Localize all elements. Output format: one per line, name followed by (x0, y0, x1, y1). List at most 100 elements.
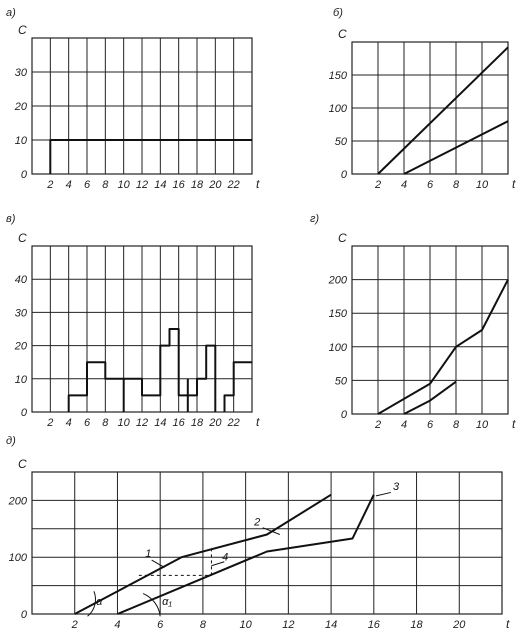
panel-label: г) (310, 213, 319, 225)
x-tick-label: 4 (66, 417, 72, 429)
x-tick-label: 10 (118, 417, 131, 429)
annotation-alpha: α (96, 596, 103, 608)
y-tick-label: 0 (341, 169, 348, 181)
plot-frame (31, 37, 253, 175)
x-tick-label: 20 (208, 417, 222, 429)
x-tick-label: 10 (118, 179, 131, 191)
x-tick-label: 14 (154, 417, 166, 429)
plot-frame (351, 245, 509, 415)
angle-arc-alpha (87, 591, 96, 617)
leader-3 (375, 491, 392, 497)
chart-panel-3: в)Ct 2 4 6 8 10 12 14 16 18 20 22 0 10 20 30 40 (6, 213, 260, 429)
series-line-1 (49, 139, 252, 174)
x-tick-label: 10 (476, 419, 489, 431)
y-axis-label: C (338, 231, 347, 245)
x-tick-label: 20 (208, 179, 222, 191)
x-axis-label: t (506, 617, 510, 631)
x-tick-label: 6 (84, 179, 91, 191)
y-tick-label: 30 (15, 67, 28, 79)
leader-4 (211, 561, 225, 567)
x-tick-label: 4 (66, 179, 72, 191)
x-tick-label: 8 (102, 179, 109, 191)
y-tick-label: 40 (15, 274, 28, 286)
leader-1 (151, 559, 165, 568)
y-tick-label: 10 (15, 135, 28, 147)
y-tick-label: 150 (329, 308, 348, 320)
x-tick-label: 10 (240, 619, 253, 631)
series-line-1 (377, 279, 509, 415)
x-axis-label: t (256, 415, 260, 429)
y-axis-label: C (338, 27, 347, 41)
angle-arc-alpha1 (142, 593, 161, 617)
grid-lines (352, 42, 508, 174)
grid-lines (32, 472, 502, 614)
x-tick-label: 4 (401, 179, 407, 191)
x-tick-label: 14 (325, 619, 337, 631)
y-tick-label: 150 (329, 70, 348, 82)
y-tick-label: 50 (335, 136, 348, 148)
x-tick-label: 16 (173, 417, 186, 429)
x-tick-label: 4 (114, 619, 120, 631)
x-tick-label: 12 (136, 179, 148, 191)
series-line-2 (403, 120, 509, 175)
x-tick-label: 6 (84, 417, 91, 429)
x-tick-label: 8 (102, 417, 109, 429)
x-tick-label: 8 (200, 619, 207, 631)
y-tick-label: 200 (328, 275, 348, 287)
y-tick-label: 10 (15, 374, 28, 386)
y-tick-label: 0 (21, 609, 28, 621)
series-line-4 (223, 361, 252, 412)
series-line-1 (67, 328, 217, 412)
x-tick-label: 12 (282, 619, 294, 631)
x-tick-label: 16 (368, 619, 381, 631)
x-tick-label: 2 (46, 417, 53, 429)
annotation-alpha1: α₁ (162, 596, 172, 608)
series-line-2 (403, 380, 457, 415)
y-tick-label: 100 (329, 103, 348, 115)
y-tick-label: 100 (9, 552, 28, 564)
plot-frame (31, 245, 253, 413)
x-tick-label: 12 (136, 417, 148, 429)
x-tick-label: 6 (427, 419, 434, 431)
x-tick-label: 6 (157, 619, 164, 631)
x-axis-label: t (512, 417, 516, 431)
y-tick-label: 0 (341, 409, 348, 421)
chart-panel-1: а)Ct 2 4 6 8 10 12 14 16 18 20 22 0 10 20 30 (6, 7, 260, 191)
y-tick-label: 50 (335, 375, 348, 387)
x-tick-label: 2 (71, 619, 78, 631)
x-axis-label: t (512, 177, 516, 191)
x-tick-label: 22 (227, 179, 240, 191)
annotation-label-1: 1 (145, 548, 151, 560)
x-tick-label: 14 (154, 179, 166, 191)
grid-lines (32, 38, 252, 174)
y-tick-label: 30 (15, 307, 28, 319)
x-tick-label: 22 (227, 417, 240, 429)
y-axis-label: C (18, 457, 27, 471)
y-tick-label: 0 (21, 407, 28, 419)
series-line-1 (74, 493, 332, 615)
y-tick-label: 200 (8, 495, 28, 507)
y-tick-label: 20 (14, 341, 28, 353)
x-tick-label: 4 (401, 419, 407, 431)
annotation-label-2: 2 (253, 516, 260, 528)
x-tick-label: 16 (173, 179, 186, 191)
y-tick-label: 20 (14, 101, 28, 113)
annotation-label-3: 3 (393, 481, 400, 493)
plot-frame (351, 41, 509, 175)
annotation-label-4: 4 (222, 552, 228, 564)
y-axis-label: C (18, 231, 27, 245)
y-tick-label: 0 (21, 169, 28, 181)
x-tick-label: 18 (191, 179, 204, 191)
x-tick-label: 18 (191, 417, 204, 429)
x-tick-label: 8 (453, 179, 460, 191)
x-tick-label: 10 (476, 179, 489, 191)
x-tick-label: 8 (453, 419, 460, 431)
x-tick-label: 20 (452, 619, 466, 631)
panel-label: д) (6, 435, 16, 447)
plot-frame (31, 471, 503, 615)
